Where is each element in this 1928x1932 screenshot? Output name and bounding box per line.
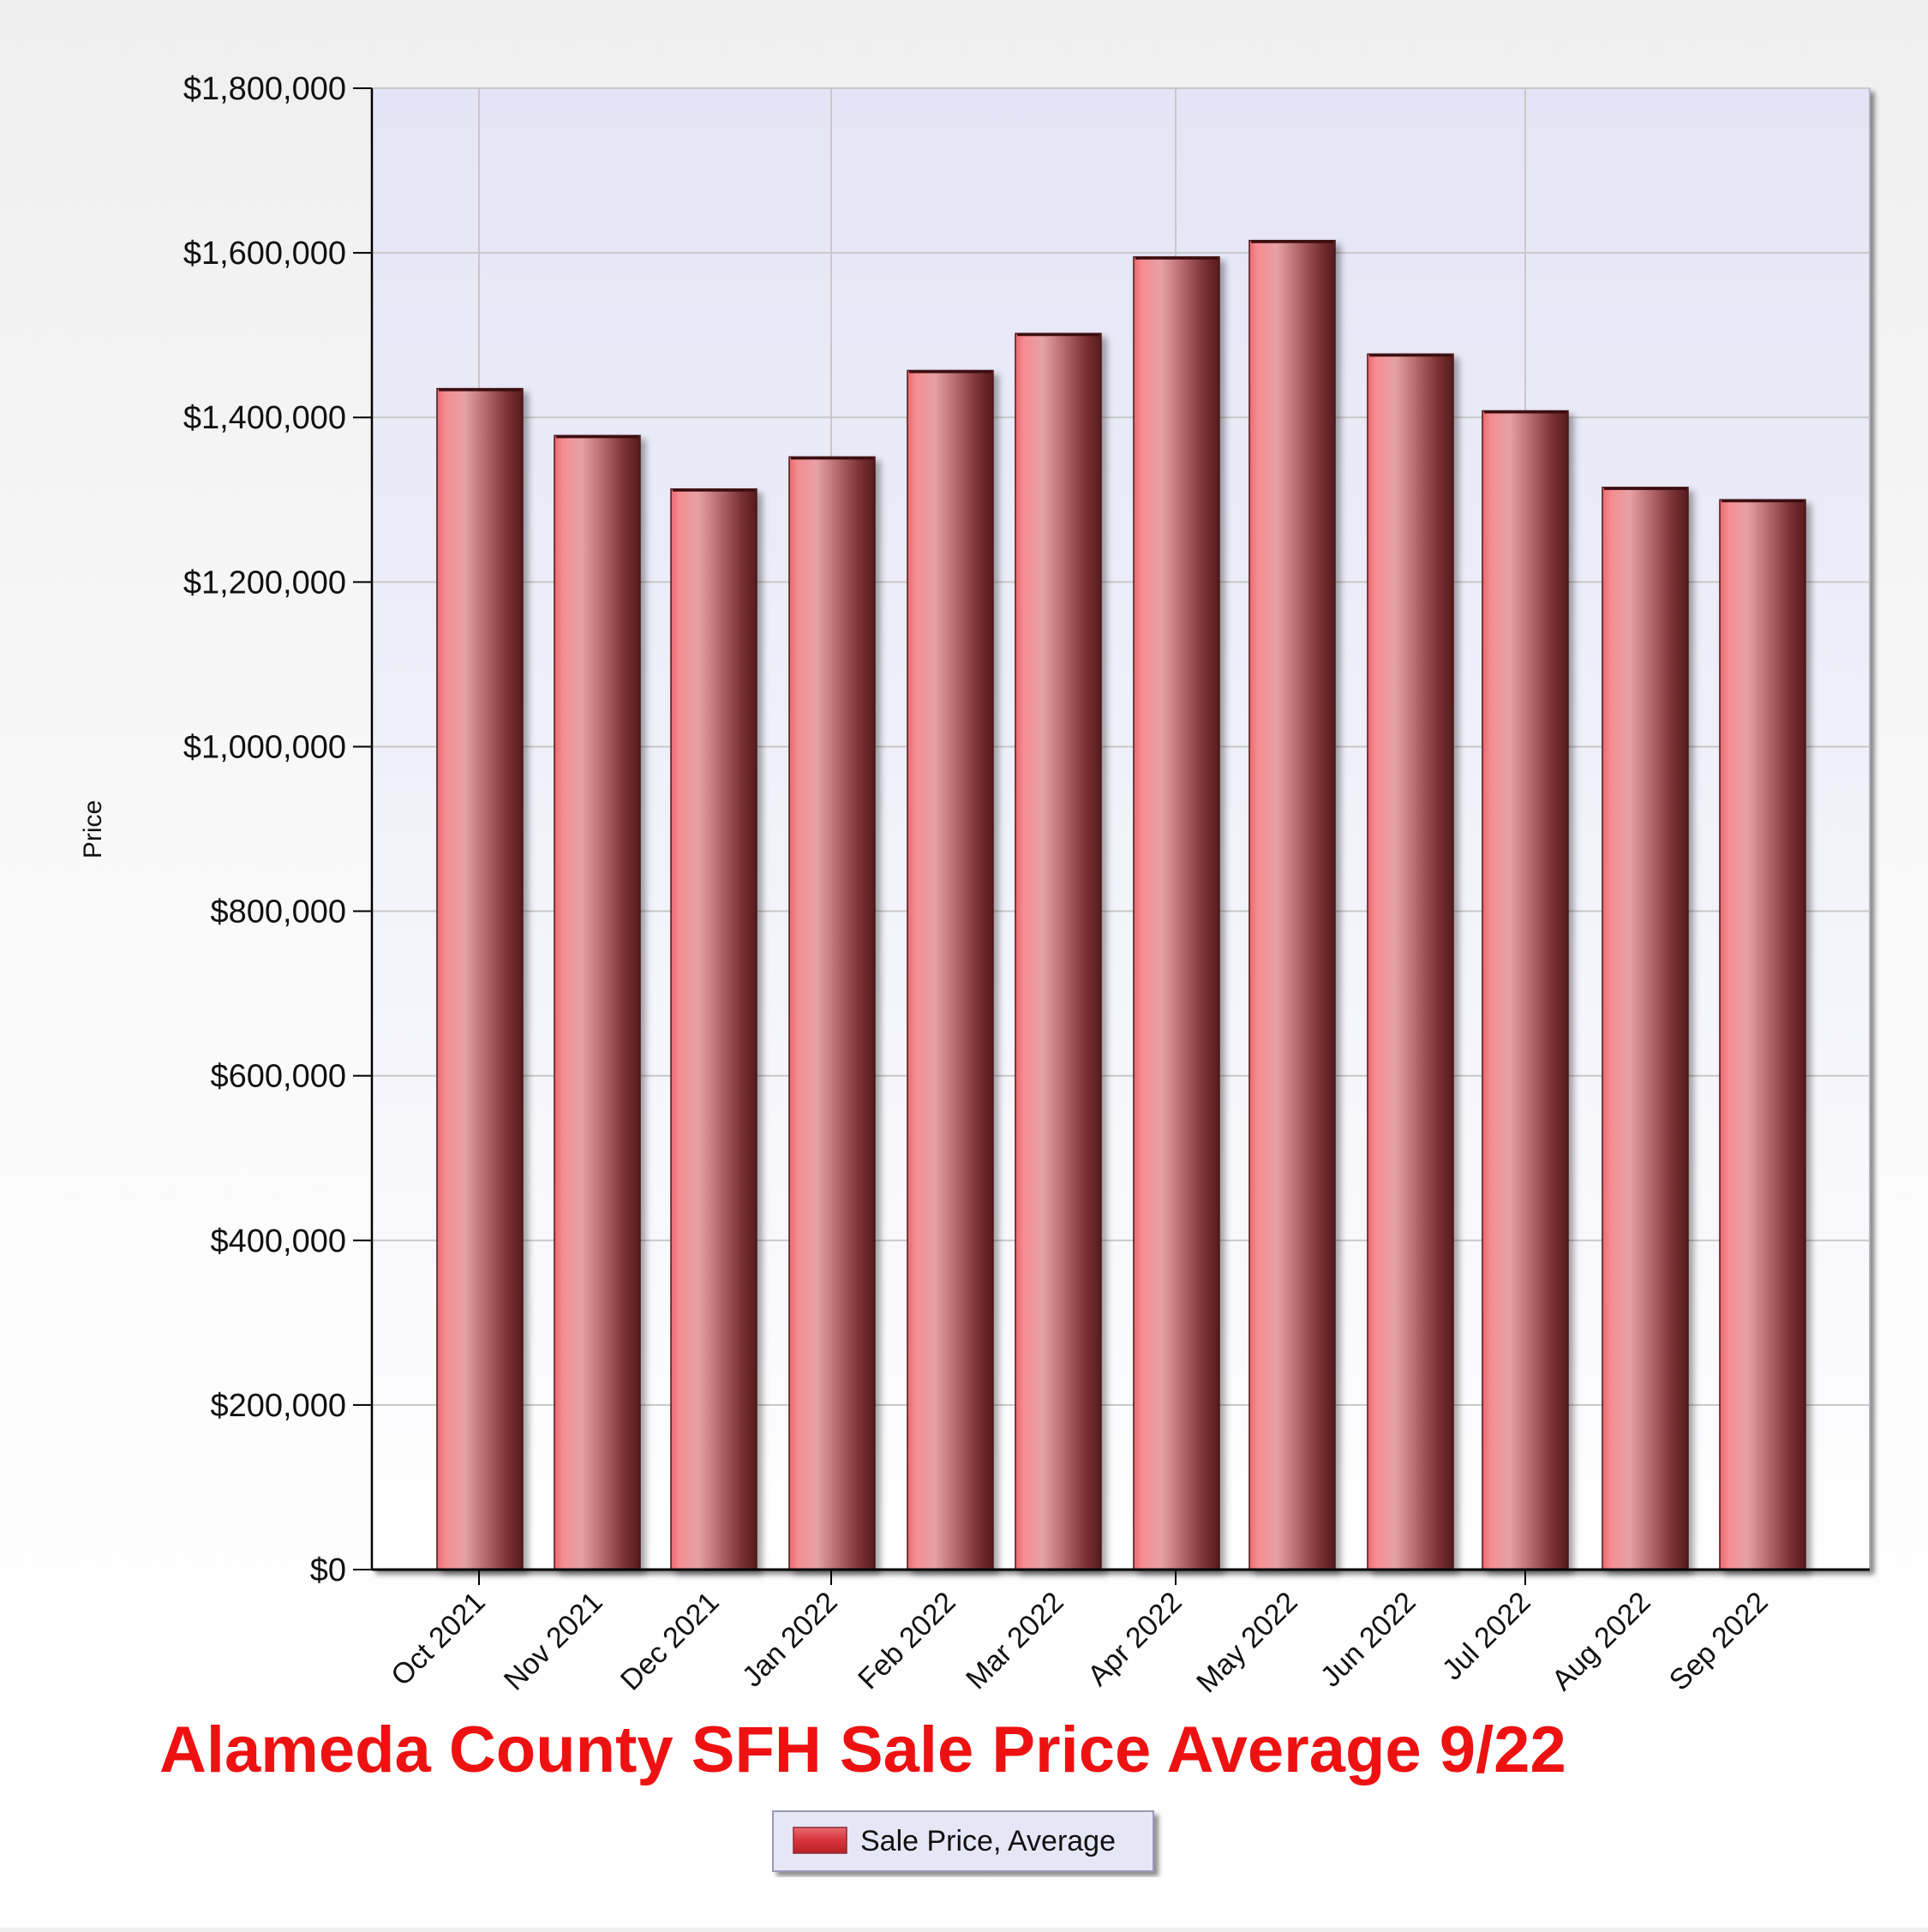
- y-axis-title: Price: [79, 800, 107, 858]
- bar-sep-2022: [1719, 499, 1806, 1570]
- bar-dec-2021: [670, 488, 757, 1570]
- x-tick-label: Jan 2022: [736, 1586, 844, 1694]
- y-tick-label: $600,000: [211, 1059, 347, 1095]
- bar: [436, 387, 524, 1570]
- bar-aug-2022: [1602, 487, 1689, 1570]
- bar: [1602, 487, 1689, 1570]
- legend-label: Sale Price, Average: [860, 1825, 1116, 1857]
- bar: [670, 488, 757, 1570]
- x-tick-label: Jun 2022: [1314, 1586, 1422, 1694]
- chart-title: Alameda County SFH Sale Price Average 9/…: [159, 1714, 1566, 1786]
- bar-may-2022: [1248, 239, 1336, 1570]
- y-tick-label: $1,800,000: [183, 71, 346, 107]
- bar: [1482, 410, 1569, 1570]
- x-axis-tick-labels: Oct 2021 Nov 2021 Dec 2021 Jan 2022 Feb 2022…: [385, 1586, 1774, 1699]
- y-tick-label: $1,200,000: [183, 565, 346, 601]
- bar: [907, 369, 994, 1570]
- x-tick-label: Oct 2021: [385, 1586, 491, 1692]
- x-tick-label: Dec 2021: [614, 1586, 726, 1697]
- y-tick-label: $0: [310, 1552, 346, 1588]
- x-tick-label: Feb 2022: [852, 1586, 961, 1696]
- bar: [1248, 239, 1336, 1570]
- y-axis-tick-labels: $0 $200,000 $400,000 $600,000 $800,000 $1,000…: [183, 71, 346, 1588]
- x-tick-label: Jul 2022: [1436, 1586, 1537, 1687]
- bars: [436, 239, 1806, 1570]
- y-tick-label: $800,000: [211, 894, 347, 930]
- x-tick-label: Nov 2021: [498, 1586, 609, 1697]
- y-tick-label: $1,600,000: [183, 236, 346, 272]
- bar: [1015, 332, 1102, 1570]
- bar-apr-2022: [1133, 256, 1220, 1570]
- bar-jun-2022: [1367, 353, 1454, 1570]
- bar: [788, 456, 876, 1570]
- legend-swatch: [793, 1827, 847, 1854]
- y-tick-label: $1,400,000: [183, 400, 346, 436]
- bar-jan-2022: [788, 456, 876, 1570]
- axes: [353, 87, 1870, 1585]
- x-tick-label: Sep 2022: [1663, 1586, 1775, 1697]
- y-tick-label: $1,000,000: [183, 729, 346, 765]
- x-tick-label: Apr 2022: [1081, 1586, 1188, 1692]
- bar-jul-2022: [1482, 410, 1569, 1570]
- bar-oct-2021: [436, 387, 524, 1570]
- x-tick-label: Mar 2022: [960, 1586, 1069, 1696]
- legend: Sale Price, Average: [772, 1810, 1154, 1872]
- x-tick-label: Aug 2022: [1546, 1586, 1657, 1697]
- y-tick-label: $200,000: [211, 1388, 347, 1424]
- bar-feb-2022: [907, 369, 994, 1570]
- bar: [554, 434, 641, 1570]
- bar-mar-2022: [1015, 332, 1102, 1570]
- bar: [1367, 353, 1454, 1570]
- x-tick-label: May 2022: [1190, 1586, 1303, 1699]
- bar: [1719, 499, 1806, 1570]
- y-tick-label: $400,000: [211, 1223, 347, 1259]
- bar: [1133, 256, 1220, 1570]
- bar-nov-2021: [554, 434, 641, 1570]
